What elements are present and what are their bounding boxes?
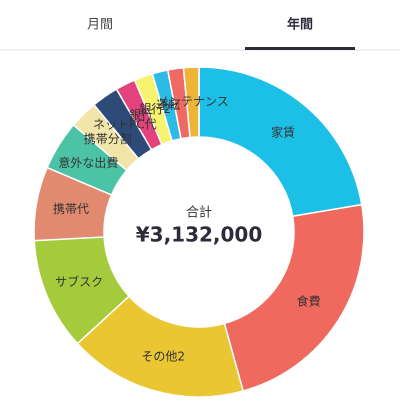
donut-segment xyxy=(182,66,200,139)
segment-label: 家賃 xyxy=(271,124,295,139)
donut-segment xyxy=(223,203,365,392)
segment-label: 運転 xyxy=(156,98,180,112)
segment-label: 銀行 xyxy=(129,108,153,122)
segment-label: ネットPC代 xyxy=(93,118,157,132)
segment-label: その他2 xyxy=(141,349,185,363)
donut-segment xyxy=(198,66,363,218)
tab-indicator xyxy=(245,47,355,50)
segment-label: 銀行2 xyxy=(139,102,171,116)
segment-label: 携帯代 xyxy=(53,201,89,216)
tab[interactable]: 年間 xyxy=(287,17,313,33)
segment-label: 食費 xyxy=(297,293,321,308)
tab[interactable]: 月間 xyxy=(87,18,113,33)
segment-label: サブスク xyxy=(55,274,103,289)
segment-label: 携帯分割 xyxy=(84,131,132,146)
segment-label: 意外な出費 xyxy=(58,155,118,170)
center-value: ¥3,132,000 xyxy=(136,223,263,247)
segment-label: メンテナンス xyxy=(157,95,229,109)
center-label: 合計 xyxy=(186,205,212,221)
